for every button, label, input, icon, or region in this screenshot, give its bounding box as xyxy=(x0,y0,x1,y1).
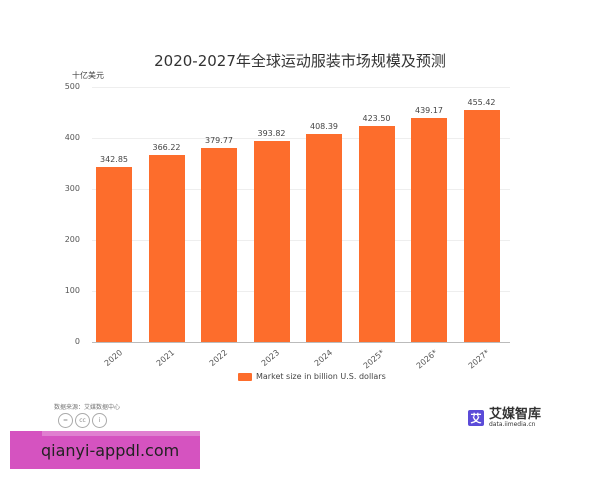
y-tick-label: 400 xyxy=(64,133,80,142)
x-axis-line xyxy=(92,342,510,343)
x-tick-label: 2021 xyxy=(154,348,177,368)
bar-value-label: 408.39 xyxy=(310,121,338,131)
y-tick-label: 100 xyxy=(64,286,80,295)
y-tick-label: 500 xyxy=(64,82,80,91)
x-tick-label: 2020 xyxy=(102,348,124,368)
y-tick-label: 0 xyxy=(74,337,80,346)
iimedia-logo-icon: 艾 xyxy=(468,410,484,426)
watermark-text: qianyi-appdl.com xyxy=(41,440,180,460)
bar-value-label: 366.22 xyxy=(152,143,181,153)
x-tick-label: 2022 xyxy=(207,348,229,368)
brand-url: data.iimedia.cn xyxy=(489,421,536,428)
bar-value-label: 379.77 xyxy=(205,136,233,146)
bar-2026*[interactable] xyxy=(411,118,447,342)
y-axis-unit: 十亿美元 xyxy=(72,71,104,80)
legend: Market size in billion U.S. dollars xyxy=(238,372,386,381)
bar-2024[interactable] xyxy=(306,133,342,342)
bar-value-label: 342.85 xyxy=(100,155,128,165)
x-tick-label: 2025* xyxy=(361,348,387,371)
bar-2020[interactable] xyxy=(96,167,132,342)
gridline xyxy=(92,189,510,190)
cc-icon: cc xyxy=(75,413,90,428)
gridline xyxy=(92,87,510,88)
y-tick-label: 200 xyxy=(64,235,80,244)
brand-logo: 艾 艾媒智库 data.iimedia.cn xyxy=(468,408,541,428)
bar-value-label: 393.82 xyxy=(257,129,286,139)
bar-value-label: 423.50 xyxy=(362,114,391,123)
bar-2023[interactable] xyxy=(253,141,290,342)
gridline xyxy=(92,240,510,241)
brand-name: 艾媒智库 xyxy=(489,407,542,422)
bar-2021[interactable] xyxy=(148,155,185,342)
x-tick-label: 2026* xyxy=(414,348,439,371)
bar-value-label: 455.42 xyxy=(467,97,496,107)
watermark-highlight xyxy=(42,431,200,436)
legend-swatch xyxy=(238,372,252,381)
bar-2025*[interactable] xyxy=(358,126,395,342)
person-icon: i xyxy=(92,413,107,428)
bar-2022[interactable] xyxy=(201,148,237,342)
gridline xyxy=(92,138,510,139)
x-tick-label: 2024 xyxy=(312,348,334,368)
bar-2027*[interactable] xyxy=(463,109,500,342)
license-icons: = cc i xyxy=(58,413,107,428)
legend-label: Market size in billion U.S. dollars xyxy=(256,372,386,381)
x-tick-label: 2027* xyxy=(466,348,492,371)
data-source: 数据来源：艾媒数据中心 xyxy=(54,404,121,411)
bar-value-label: 439.17 xyxy=(415,106,443,116)
equals-icon: = xyxy=(58,413,73,428)
x-tick-label: 2023 xyxy=(259,348,282,368)
watermark-banner: qianyi-appdl.com xyxy=(10,431,200,469)
chart-title: 2020-2027年全球运动服装市场规模及预测 xyxy=(154,52,446,70)
gridline xyxy=(92,291,510,292)
y-tick-label: 300 xyxy=(64,184,80,193)
